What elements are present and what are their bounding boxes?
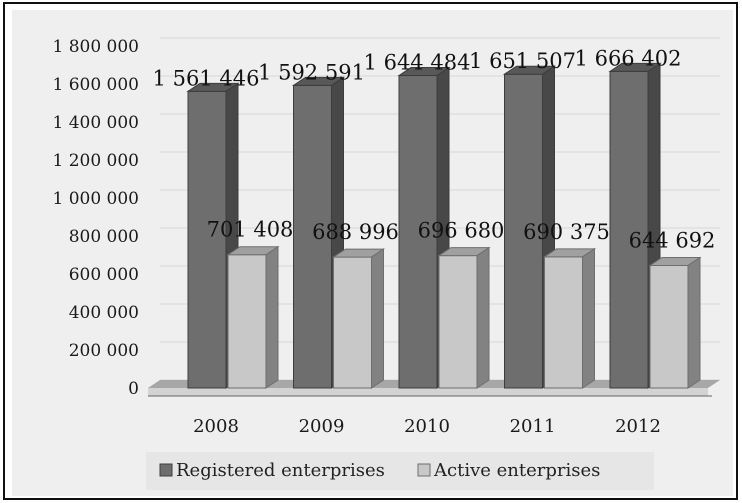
chart-floor-front — [148, 388, 708, 396]
x-tick-label: 2011 — [510, 416, 556, 437]
data-label: 701 408 — [207, 218, 294, 242]
data-label: 690 375 — [523, 220, 610, 244]
data-label: 1 644 484 — [364, 51, 471, 75]
bar[interactable] — [293, 84, 332, 389]
bar-side — [265, 245, 279, 389]
bar-side — [582, 247, 595, 389]
data-label: 1 666 402 — [575, 46, 682, 70]
data-label: 688 996 — [312, 220, 399, 244]
y-tick-label: 400 000 — [69, 303, 139, 323]
y-tick-label: 1 400 000 — [52, 113, 139, 133]
x-tick-label: 2009 — [299, 416, 345, 437]
bar[interactable] — [398, 75, 438, 389]
x-tick-label: 2012 — [615, 416, 661, 437]
legend-swatch — [159, 463, 173, 477]
bar[interactable] — [504, 73, 543, 389]
data-label: 644 692 — [629, 229, 716, 253]
legend-label: Active enterprises — [433, 460, 600, 481]
bar[interactable] — [438, 255, 478, 389]
y-tick-label: 1 000 000 — [52, 189, 139, 209]
y-tick-label: 1 600 000 — [52, 75, 139, 95]
data-label: 1 561 446 — [153, 66, 260, 90]
legend-box — [146, 452, 654, 490]
bar[interactable] — [227, 254, 267, 389]
y-tick-label: 200 000 — [69, 341, 139, 361]
bar[interactable] — [649, 265, 689, 389]
bar-side — [687, 256, 701, 389]
data-label: 1 592 591 — [258, 60, 365, 84]
x-tick-label: 2010 — [404, 416, 450, 437]
y-tick-label: 800 000 — [69, 227, 139, 247]
bar[interactable] — [544, 256, 583, 389]
legend-label: Registered enterprises — [176, 460, 385, 481]
bar[interactable] — [609, 70, 649, 389]
data-label: 696 680 — [418, 219, 505, 243]
bar[interactable] — [187, 90, 227, 389]
y-tick-label: 0 — [128, 379, 139, 399]
bar[interactable] — [333, 256, 372, 389]
bar-side — [371, 248, 384, 389]
bar-side — [476, 246, 490, 389]
y-tick-label: 1 800 000 — [52, 37, 139, 57]
data-label: 1 651 507 — [469, 49, 576, 73]
y-tick-label: 1 200 000 — [52, 151, 139, 171]
legend-swatch — [417, 463, 431, 477]
y-tick-label: 600 000 — [69, 265, 139, 285]
x-tick-label: 2008 — [193, 416, 239, 437]
